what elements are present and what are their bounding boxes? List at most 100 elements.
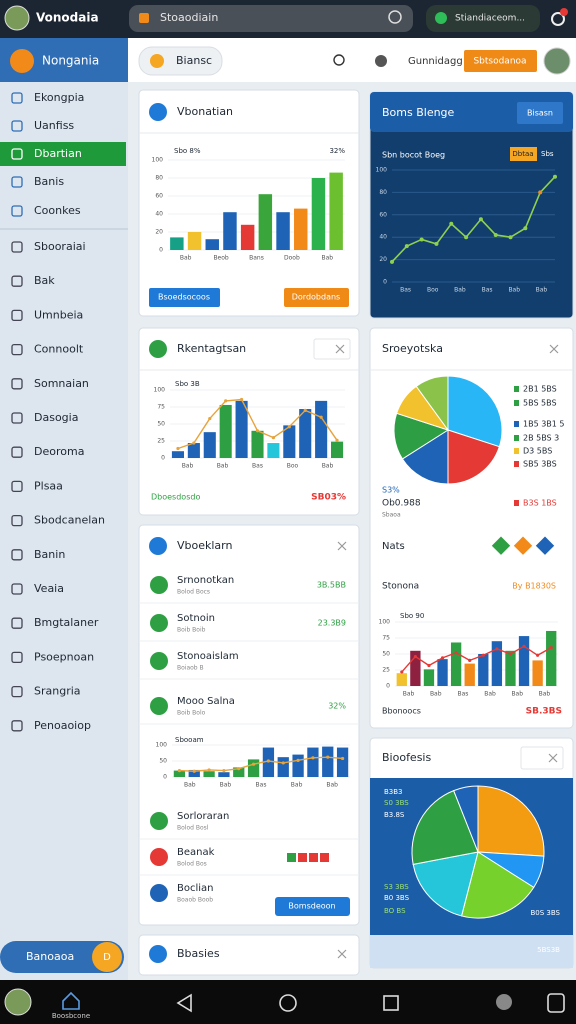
diamond — [513, 536, 533, 555]
cloud-icon[interactable] — [496, 994, 512, 1010]
button[interactable] — [284, 288, 349, 307]
close-button[interactable] — [337, 949, 347, 959]
button[interactable] — [517, 102, 563, 124]
filter-text: Biansc — [176, 54, 212, 67]
sidebar-item[interactable]: Connoolt — [34, 343, 84, 356]
sidebar-item[interactable]: Banin — [34, 548, 65, 561]
sidebar-item[interactable]: Psoepnoan — [34, 650, 94, 663]
row-title[interactable]: Sorloraran — [177, 811, 229, 822]
row-title[interactable]: Stonoaislam — [177, 651, 239, 662]
nav-label[interactable]: Boosbcone — [52, 1012, 90, 1020]
status-pill[interactable] — [426, 5, 540, 32]
sidebar-item[interactable]: Sbooraiai — [34, 240, 86, 253]
back-button[interactable] — [176, 993, 192, 1013]
button[interactable] — [149, 288, 220, 307]
sidebar-footer-badge — [92, 942, 122, 972]
row-title[interactable]: Beanak — [177, 847, 215, 858]
sidebar-item[interactable]: Sbodcanelan — [34, 514, 105, 527]
y-tick-label: 0 — [386, 683, 390, 690]
search-header-icon[interactable] — [333, 54, 345, 66]
y-tick-label: 25 — [382, 667, 390, 674]
status-icon — [150, 614, 168, 632]
bar — [491, 641, 503, 686]
x-tick-label: Bab — [403, 691, 415, 698]
filter-pill[interactable] — [138, 46, 223, 76]
sidebar-item[interactable]: Penoaoiop — [34, 719, 91, 732]
x-tick-label: Bans — [249, 255, 264, 262]
bar — [251, 430, 264, 458]
trend-point — [454, 651, 458, 655]
globe-icon[interactable] — [375, 55, 387, 67]
close-button[interactable] — [549, 344, 559, 354]
x-tick-label: Bab — [321, 255, 333, 262]
bar — [437, 659, 448, 686]
sidebar-item[interactable]: Dasogia — [34, 411, 78, 424]
close-button[interactable] — [335, 344, 345, 354]
trend-point — [287, 425, 291, 429]
sidebar-icon — [11, 92, 23, 104]
sidebar-icon — [11, 412, 23, 424]
card-title: Boms Blenge — [382, 106, 455, 119]
line-point — [419, 237, 424, 242]
y-tick-label: 0 — [159, 247, 163, 254]
sidebar-icon — [11, 275, 23, 287]
close-button[interactable] — [548, 753, 558, 763]
button[interactable] — [275, 897, 350, 916]
y-tick-label: 50 — [157, 421, 165, 428]
sidebar-icon — [11, 205, 23, 217]
trend-point — [549, 646, 553, 650]
row-title[interactable]: Mooo Salna — [177, 696, 235, 707]
status-icon — [150, 576, 168, 594]
sidebar-item[interactable]: Srangria — [34, 685, 81, 698]
recents-button[interactable] — [383, 995, 399, 1011]
row-title[interactable]: Boclian — [177, 883, 214, 894]
notification-icon[interactable] — [551, 12, 565, 26]
row-sub: Bolod Bos — [177, 861, 207, 868]
sidebar-icon — [11, 685, 23, 698]
sidebar-item[interactable]: Umnbeia — [34, 308, 83, 321]
card — [138, 89, 360, 317]
stat-value: S3% — [382, 486, 400, 495]
home-button[interactable] — [279, 994, 297, 1012]
sidebar-item[interactable]: Ekongpia — [34, 91, 84, 104]
sidebar-item[interactable]: Plsaa — [34, 479, 63, 492]
bar — [276, 212, 290, 250]
search-button[interactable] — [388, 10, 402, 24]
y-tick-label: 100 — [152, 157, 164, 164]
card-title: Bbasies — [177, 947, 220, 960]
menu-icon[interactable] — [547, 993, 565, 1013]
pie-slice — [453, 785, 479, 853]
trend-point — [522, 644, 526, 648]
legend-swatch — [514, 500, 519, 506]
pie-label: B0S 3BS — [530, 909, 560, 917]
sidebar-icon — [11, 651, 23, 664]
legend-swatch — [514, 400, 519, 406]
sidebar-item[interactable]: Uanfiss — [34, 119, 74, 132]
line-point — [464, 235, 469, 240]
header-button[interactable] — [464, 50, 537, 72]
close-button[interactable] — [337, 541, 347, 551]
section-label: Stonona — [382, 582, 419, 592]
row-title[interactable]: Sotnoin — [177, 613, 215, 624]
chart-label: 32% — [329, 147, 345, 155]
row-title[interactable]: Srnonotkan — [177, 575, 234, 586]
bottom-nav — [0, 980, 576, 1024]
sidebar-item[interactable]: Bmgtalaner — [34, 616, 99, 629]
footer-text: Bbonoocs — [382, 707, 421, 716]
search-box[interactable] — [129, 5, 413, 32]
sidebar-item[interactable]: Bak — [34, 274, 55, 287]
sidebar-icon — [11, 309, 23, 322]
sidebar-item[interactable]: Dbartian — [34, 147, 82, 160]
sidebar-item[interactable]: Veaia — [34, 582, 64, 595]
sidebar-item[interactable]: Coonkes — [34, 204, 81, 217]
legend-text: 2B 5BS 3 — [523, 434, 559, 443]
bar — [478, 654, 489, 686]
home-icon[interactable] — [62, 991, 80, 1010]
x-tick-label: Boo — [287, 463, 299, 470]
bar — [505, 650, 516, 686]
sidebar-item[interactable]: Somnaian — [34, 377, 89, 390]
sidebar-item[interactable]: Deoroma — [34, 445, 84, 458]
sidebar-footer[interactable] — [0, 941, 124, 973]
sidebar-item[interactable]: Banis — [34, 175, 64, 188]
trend-point — [177, 769, 182, 773]
